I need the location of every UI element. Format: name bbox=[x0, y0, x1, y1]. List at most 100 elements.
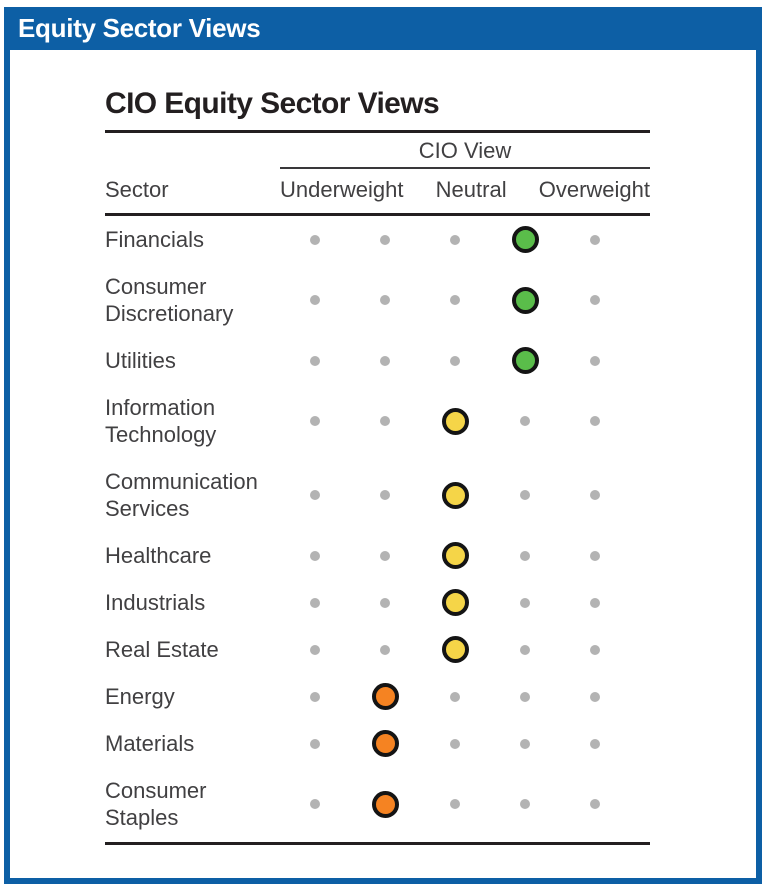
panel-header-bar: Equity Sector Views bbox=[4, 7, 762, 50]
sector-label: Real Estate bbox=[105, 637, 219, 662]
view-dot-inactive bbox=[450, 691, 460, 702]
view-dot-active-yellow bbox=[441, 589, 469, 616]
view-dot-cell bbox=[560, 490, 630, 500]
view-dot-cell bbox=[420, 589, 490, 616]
view-dot-track bbox=[280, 542, 650, 569]
view-dot-cell bbox=[420, 481, 490, 509]
table-row: Industrials bbox=[105, 579, 650, 626]
view-dot-cell bbox=[280, 490, 350, 500]
view-dot-inactive bbox=[590, 416, 600, 426]
view-dot-cell bbox=[420, 355, 490, 366]
table-row: Utilities bbox=[105, 337, 650, 384]
view-dot-cell bbox=[560, 355, 630, 366]
view-dot-active-yellow bbox=[441, 636, 469, 663]
view-dot-track bbox=[280, 226, 650, 253]
view-dot-cell bbox=[420, 636, 490, 663]
view-dot-inactive bbox=[520, 416, 530, 426]
view-dot-cell bbox=[420, 234, 490, 245]
view-dot-inactive bbox=[590, 644, 600, 655]
view-dot-inactive bbox=[380, 550, 390, 561]
view-dot-track bbox=[280, 407, 650, 435]
table-row: Financials bbox=[105, 216, 650, 263]
view-dot-active-yellow bbox=[441, 481, 469, 509]
view-dot-track bbox=[280, 683, 650, 710]
view-dot-inactive bbox=[450, 295, 460, 305]
view-dot-cell bbox=[420, 407, 490, 435]
table-row: Healthcare bbox=[105, 532, 650, 579]
view-dot-track bbox=[280, 730, 650, 757]
panel-header-title: Equity Sector Views bbox=[18, 13, 261, 43]
view-dot-cell bbox=[490, 691, 560, 702]
view-dot-cell bbox=[490, 347, 560, 374]
view-dot-active-yellow bbox=[441, 407, 469, 435]
chart-title: CIO Equity Sector Views bbox=[105, 87, 440, 120]
table-row: Consumer Discretionary bbox=[105, 263, 650, 337]
view-dot-inactive bbox=[310, 799, 320, 809]
view-dot-inactive bbox=[590, 355, 600, 366]
view-dot-inactive bbox=[310, 416, 320, 426]
sector-label: Communication Services bbox=[105, 469, 258, 521]
scale-label-underweight: Underweight bbox=[280, 177, 404, 202]
view-dot-cell bbox=[280, 644, 350, 655]
view-dot-inactive bbox=[520, 550, 530, 561]
view-dot-inactive bbox=[380, 490, 390, 500]
view-dot-cell bbox=[560, 644, 630, 655]
view-dot-inactive bbox=[520, 799, 530, 809]
view-dot-inactive bbox=[380, 416, 390, 426]
view-dot-cell bbox=[560, 691, 630, 702]
sector-label: Industrials bbox=[105, 590, 206, 615]
sector-column-header: Sector bbox=[105, 177, 169, 202]
view-dot-inactive bbox=[520, 597, 530, 608]
title-rule bbox=[105, 130, 650, 133]
view-dot-cell bbox=[490, 286, 560, 314]
view-dot-cell bbox=[280, 738, 350, 749]
view-dot-cell bbox=[280, 550, 350, 561]
table-row: Information Technology bbox=[105, 384, 650, 458]
view-dot-inactive bbox=[310, 355, 320, 366]
view-dot-inactive bbox=[310, 490, 320, 500]
column-group-row: CIO View bbox=[105, 133, 650, 163]
view-dot-cell bbox=[350, 683, 420, 710]
view-dot-inactive bbox=[450, 355, 460, 366]
view-dot-cell bbox=[350, 490, 420, 500]
table-row: Energy bbox=[105, 673, 650, 720]
column-group-rule bbox=[280, 167, 650, 169]
view-dot-cell bbox=[350, 355, 420, 366]
view-dot-inactive bbox=[590, 295, 600, 305]
table-row: Real Estate bbox=[105, 626, 650, 673]
view-dot-inactive bbox=[590, 691, 600, 702]
view-dot-inactive bbox=[310, 597, 320, 608]
view-dot-cell bbox=[560, 234, 630, 245]
view-dot-cell bbox=[490, 644, 560, 655]
view-dot-cell bbox=[350, 730, 420, 757]
view-dot-inactive bbox=[310, 234, 320, 245]
view-dot-cell bbox=[560, 738, 630, 749]
view-dot-inactive bbox=[380, 295, 390, 305]
view-dot-cell bbox=[420, 799, 490, 809]
view-dot-inactive bbox=[450, 234, 460, 245]
view-dot-active-green bbox=[511, 347, 539, 374]
view-dot-inactive bbox=[380, 597, 390, 608]
view-dot-inactive bbox=[310, 738, 320, 749]
view-dot-cell bbox=[490, 490, 560, 500]
view-dot-cell bbox=[350, 550, 420, 561]
view-dot-cell bbox=[280, 691, 350, 702]
view-dot-inactive bbox=[590, 799, 600, 809]
view-dot-cell bbox=[280, 234, 350, 245]
view-dot-active-orange bbox=[371, 683, 399, 710]
view-dot-track bbox=[280, 347, 650, 374]
view-dot-inactive bbox=[380, 644, 390, 655]
view-dot-active-green bbox=[511, 226, 539, 253]
view-dot-track bbox=[280, 589, 650, 616]
view-dot-inactive bbox=[590, 550, 600, 561]
scale-label-overweight: Overweight bbox=[538, 177, 650, 202]
view-dot-inactive bbox=[380, 234, 390, 245]
view-dot-cell bbox=[280, 355, 350, 366]
view-dot-cell bbox=[560, 597, 630, 608]
sector-label: Energy bbox=[105, 684, 175, 709]
view-dot-cell bbox=[490, 550, 560, 561]
view-dot-inactive bbox=[310, 691, 320, 702]
view-dot-active-orange bbox=[371, 730, 399, 757]
view-dot-cell bbox=[420, 738, 490, 749]
view-dot-cell bbox=[350, 790, 420, 818]
